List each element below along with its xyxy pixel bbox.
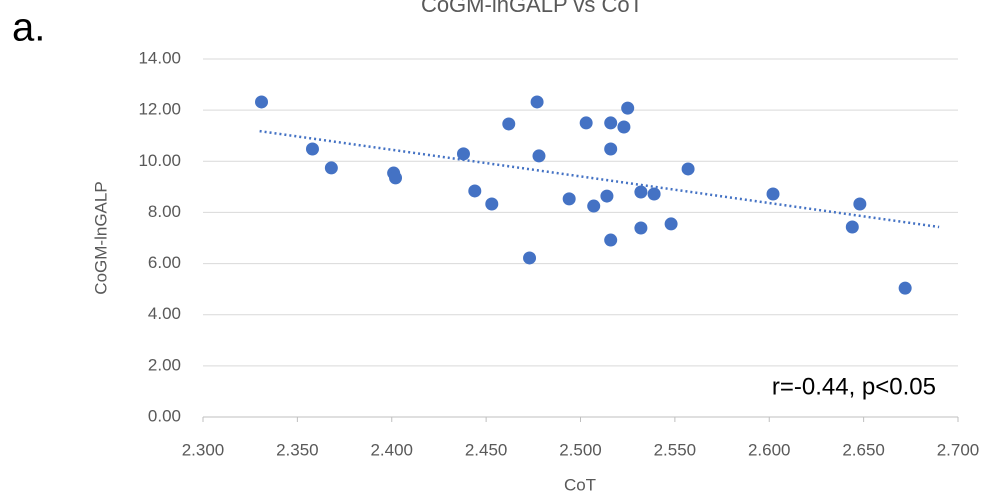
x-tick-label: 2.500 [559,440,602,459]
point [664,217,678,231]
y-tick-label: 8.00 [148,202,181,221]
point [523,251,537,265]
y-tick-label: 12.00 [138,100,181,119]
point [898,281,912,295]
point [255,95,269,109]
panel-label: a. [12,6,45,50]
point [530,95,544,109]
x-tick-label: 2.350 [276,440,319,459]
point [324,161,338,175]
point [305,142,319,156]
annotation: r=-0.44, p<0.05 [772,373,936,400]
point [604,116,618,130]
point [468,184,482,198]
y-tick-label: 14.00 [138,48,181,67]
point [681,162,695,176]
x-tick-label: 2.650 [842,440,885,459]
x-tick-label: 2.550 [654,440,697,459]
point [604,233,618,247]
y-axis-title: CoGM-lnGALP [91,181,110,294]
point [604,142,618,156]
x-tick-label: 2.400 [370,440,413,459]
y-tick-label: 2.00 [148,355,181,374]
point [634,185,648,199]
x-tick-label: 2.450 [465,440,508,459]
x-tick-label: 2.300 [182,440,225,459]
point [456,147,470,161]
point [766,187,780,201]
chart-title: CoGM-lnGALP vs CoT [421,0,643,17]
point [647,187,661,201]
point [853,197,867,211]
y-tick-label: 0.00 [148,406,181,425]
point [579,116,593,130]
point [600,189,614,203]
trendline [259,129,940,229]
point [845,220,859,234]
point [389,171,403,185]
point [532,149,546,163]
point [617,120,631,134]
y-tick-label: 10.00 [138,151,181,170]
x-tick-label: 2.700 [937,440,980,459]
y-tick-label: 4.00 [148,304,181,323]
x-axis-title: CoT [564,475,596,494]
point [587,199,601,213]
point [634,221,648,235]
x-tick-label: 2.600 [748,440,791,459]
point [562,192,576,206]
y-tick-label: 6.00 [148,253,181,272]
point [485,197,499,211]
point [621,101,635,115]
point [502,117,516,131]
